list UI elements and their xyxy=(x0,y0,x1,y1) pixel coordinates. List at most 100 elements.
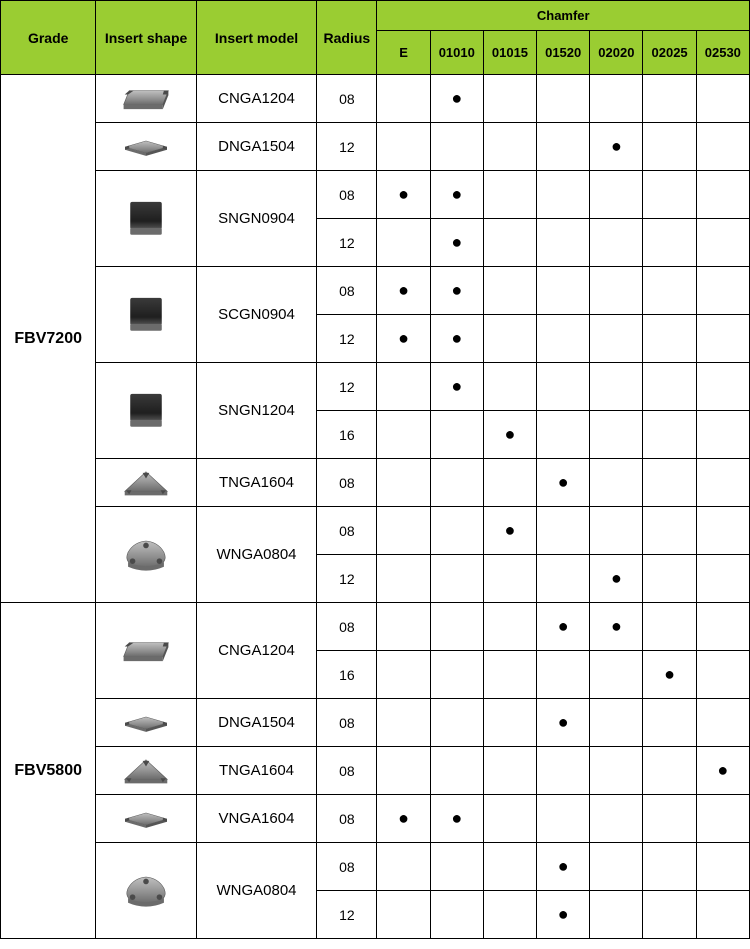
header-chamfer-E: E xyxy=(377,31,430,75)
model-cell: SNGN0904 xyxy=(196,171,316,267)
chamfer-cell xyxy=(483,219,536,267)
model-cell: CNGA1204 xyxy=(196,603,316,699)
chamfer-cell xyxy=(643,699,696,747)
radius-cell: 12 xyxy=(317,555,377,603)
chamfer-cell xyxy=(696,507,749,555)
table-row: VNGA160408●● xyxy=(1,795,750,843)
chamfer-cell xyxy=(430,507,483,555)
chamfer-cell xyxy=(483,555,536,603)
chamfer-cell xyxy=(537,363,590,411)
chamfer-cell xyxy=(483,603,536,651)
shape-cell xyxy=(96,267,196,363)
chamfer-cell xyxy=(483,75,536,123)
chamfer-cell xyxy=(537,555,590,603)
radius-cell: 12 xyxy=(317,219,377,267)
chamfer-cell xyxy=(483,315,536,363)
dot-icon: ● xyxy=(611,568,622,588)
chamfer-cell xyxy=(590,699,643,747)
dot-icon: ● xyxy=(558,616,569,636)
chamfer-cell xyxy=(537,267,590,315)
chamfer-cell xyxy=(590,651,643,699)
chamfer-cell xyxy=(643,123,696,171)
model-cell: SCGN0904 xyxy=(196,267,316,363)
model-cell: WNGA0804 xyxy=(196,507,316,603)
chamfer-cell xyxy=(696,411,749,459)
chamfer-cell xyxy=(696,555,749,603)
chamfer-cell: ● xyxy=(537,459,590,507)
header-chamfer-01520: 01520 xyxy=(537,31,590,75)
chamfer-cell xyxy=(696,315,749,363)
dot-icon: ● xyxy=(451,376,462,396)
chamfer-cell xyxy=(590,795,643,843)
shape-triangle-icon xyxy=(118,752,174,790)
chamfer-cell xyxy=(643,843,696,891)
chamfer-cell xyxy=(590,363,643,411)
dot-icon: ● xyxy=(664,664,675,684)
chamfer-cell xyxy=(483,171,536,219)
header-grade: Grade xyxy=(1,1,96,75)
shape-diamond-icon xyxy=(118,128,174,166)
chamfer-cell xyxy=(483,363,536,411)
chamfer-cell xyxy=(377,555,430,603)
radius-cell: 08 xyxy=(317,843,377,891)
dot-icon: ● xyxy=(451,280,462,300)
chamfer-cell xyxy=(643,267,696,315)
shape-diamond-icon xyxy=(118,800,174,838)
dot-icon: ● xyxy=(558,712,569,732)
chamfer-cell xyxy=(696,267,749,315)
chamfer-cell xyxy=(537,171,590,219)
dot-icon: ● xyxy=(611,136,622,156)
dot-icon: ● xyxy=(398,184,409,204)
radius-cell: 08 xyxy=(317,747,377,795)
radius-cell: 12 xyxy=(317,363,377,411)
chamfer-cell: ● xyxy=(430,363,483,411)
shape-cell xyxy=(96,699,196,747)
chamfer-cell xyxy=(537,651,590,699)
chamfer-cell xyxy=(643,891,696,939)
chamfer-cell xyxy=(483,843,536,891)
chamfer-cell xyxy=(537,795,590,843)
dot-icon: ● xyxy=(398,280,409,300)
chamfer-cell xyxy=(643,459,696,507)
chamfer-cell xyxy=(377,843,430,891)
dot-icon: ● xyxy=(558,472,569,492)
chamfer-cell xyxy=(590,315,643,363)
chamfer-cell xyxy=(537,411,590,459)
shape-cell xyxy=(96,75,196,123)
table-row: FBV7200 CNGA120408● xyxy=(1,75,750,123)
chamfer-cell xyxy=(537,507,590,555)
chamfer-cell xyxy=(696,699,749,747)
shape-cell xyxy=(96,795,196,843)
chamfer-cell: ● xyxy=(590,555,643,603)
shape-cell xyxy=(96,507,196,603)
radius-cell: 08 xyxy=(317,267,377,315)
chamfer-cell xyxy=(537,219,590,267)
chamfer-cell: ● xyxy=(643,651,696,699)
shape-cell xyxy=(96,459,196,507)
chamfer-cell: ● xyxy=(430,75,483,123)
chamfer-cell xyxy=(696,363,749,411)
radius-cell: 12 xyxy=(317,891,377,939)
shape-trigon-icon xyxy=(118,867,174,915)
chamfer-cell xyxy=(696,171,749,219)
model-cell: SNGN1204 xyxy=(196,363,316,459)
chamfer-cell: ● xyxy=(537,891,590,939)
chamfer-cell xyxy=(430,459,483,507)
header-model: Insert model xyxy=(196,1,316,75)
chamfer-cell xyxy=(377,651,430,699)
model-cell: DNGA1504 xyxy=(196,123,316,171)
radius-cell: 08 xyxy=(317,459,377,507)
chamfer-cell xyxy=(377,75,430,123)
chamfer-cell xyxy=(537,747,590,795)
chamfer-cell xyxy=(643,507,696,555)
chamfer-cell xyxy=(696,75,749,123)
chamfer-cell xyxy=(377,747,430,795)
shape-triangle-icon xyxy=(118,464,174,502)
chamfer-cell: ● xyxy=(537,603,590,651)
shape-rhombus-icon xyxy=(118,80,174,118)
chamfer-cell xyxy=(483,651,536,699)
shape-square-icon xyxy=(118,195,174,243)
grade-cell: FBV7200 xyxy=(1,75,96,603)
header-chamfer: Chamfer xyxy=(377,1,750,31)
chamfer-cell: ● xyxy=(483,411,536,459)
